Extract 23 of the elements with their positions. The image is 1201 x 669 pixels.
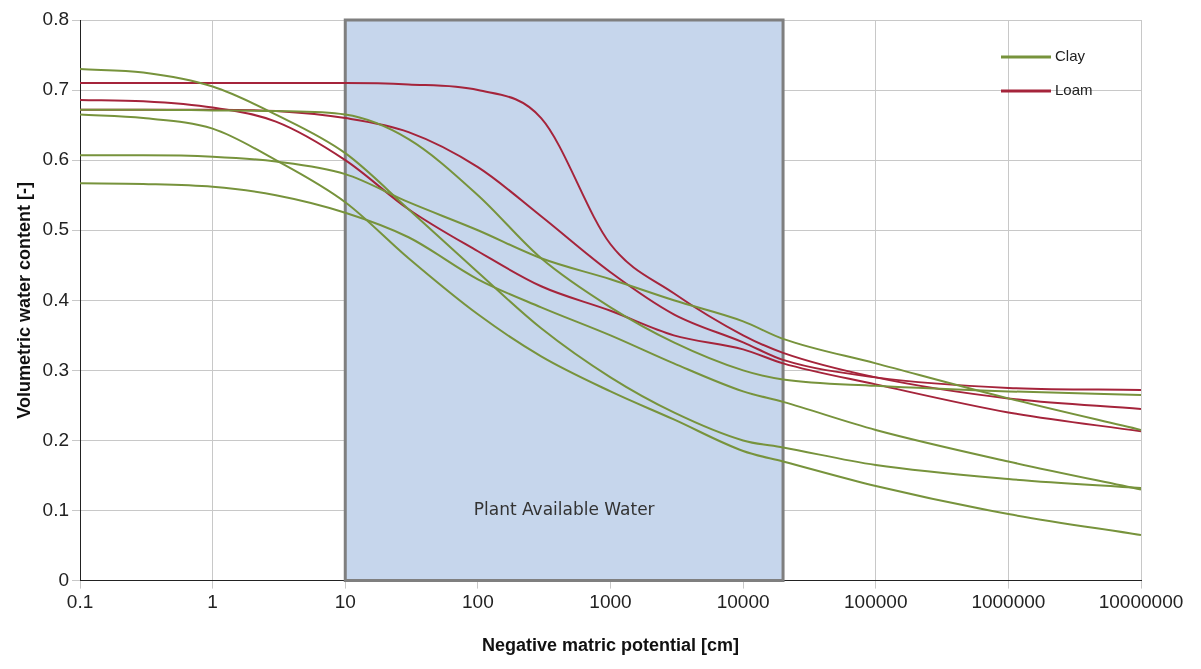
y-tick-label: 0.7: [42, 78, 70, 100]
x-tick-label: 1: [207, 591, 218, 613]
x-tick-label: 10000: [716, 591, 770, 613]
y-tick-label: 0.1: [42, 498, 70, 520]
x-tick-label: 100000: [844, 591, 908, 613]
y-axis-title: Volumetric water content [-]: [13, 181, 34, 419]
y-tick-label: 0: [58, 568, 70, 590]
legend-label: Loam: [1055, 81, 1093, 99]
x-tick-label: 10: [334, 591, 356, 613]
band-label: Plant Available Water: [473, 498, 655, 519]
y-tick-label: 0.2: [42, 428, 70, 450]
x-tick-label: 1000000: [971, 591, 1046, 613]
x-tick-label: 1000: [589, 591, 632, 613]
legend-label: Clay: [1055, 47, 1086, 65]
y-tick-label: 0.8: [42, 8, 70, 30]
x-tick-label: 10000000: [1098, 591, 1184, 613]
x-axis-title: Negative matric potential [cm]: [481, 635, 740, 656]
y-tick-label: 0.6: [42, 148, 70, 170]
x-tick-label: 100: [462, 591, 494, 613]
y-tick-label: 0.3: [42, 358, 70, 380]
y-tick-label: 0.5: [42, 218, 70, 240]
x-tick-label: 0.1: [66, 591, 94, 613]
y-tick-label: 0.4: [42, 288, 70, 310]
